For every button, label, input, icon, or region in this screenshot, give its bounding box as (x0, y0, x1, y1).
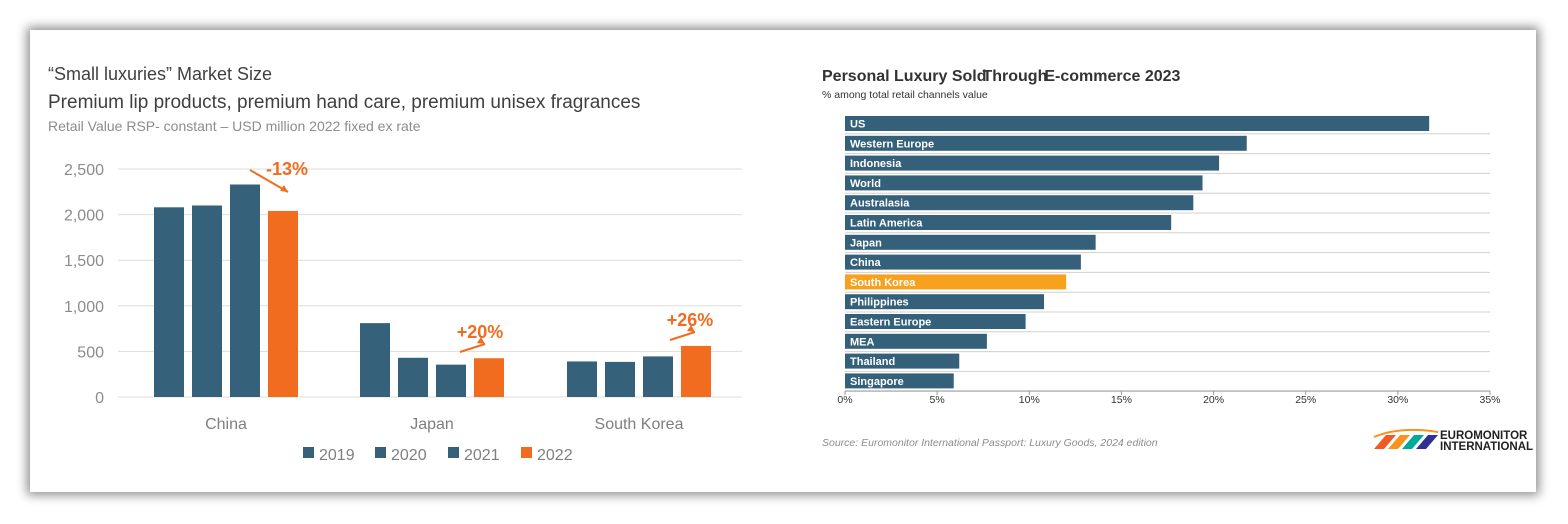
bar-china (845, 254, 1081, 270)
bar-category-label: World (850, 178, 881, 190)
right-chart: US Western Europe Indonesia World Australasi… (837, 116, 1501, 406)
image-frame: “Small luxuries” Market Size Premium lip… (30, 30, 1536, 492)
annotation-arrow-icon (669, 331, 696, 341)
logo-line1: EUROMONITOR (1440, 430, 1528, 442)
annotation-arrow-icon (459, 343, 486, 353)
bar-category-label: Australasia (850, 198, 910, 210)
x-tick-label: 35% (1479, 394, 1500, 406)
x-tick-label: 0% (837, 394, 852, 406)
bar-category-label: US (850, 119, 865, 131)
bar-2020 (398, 357, 428, 397)
source-note: Source: Euromonitor International Passpo… (822, 437, 1158, 449)
bar-category-label: MEA (850, 336, 875, 348)
bar-australasia (845, 195, 1194, 211)
bar-us (845, 116, 1430, 131)
x-tick-label: 30% (1387, 394, 1408, 406)
y-tick-label: 0 (95, 390, 104, 407)
left-chart-note: Retail Value RSP- constant – USD million… (48, 118, 421, 134)
bar-philippines (845, 294, 1045, 310)
bar-2019 (154, 207, 184, 397)
x-tick-label: 5% (930, 394, 945, 406)
bar-category-label: Indonesia (850, 158, 902, 170)
x-tick-label: 15% (1111, 394, 1132, 406)
charts-canvas: “Small luxuries” Market Size Premium lip… (48, 64, 1533, 464)
right-chart-title-part1: Personal Luxury Sold (822, 68, 986, 85)
bar-japan (845, 234, 1096, 250)
bar-category-label: Japan (850, 237, 882, 249)
left-chart-title: “Small luxuries” Market Size (48, 64, 272, 84)
y-tick-label: 2,000 (64, 208, 104, 225)
bar-category-label: South Korea (850, 277, 916, 289)
arrow-head-icon (280, 185, 288, 192)
right-chart-title-part3: E-commerce 2023 (1044, 68, 1180, 85)
left-chart: 0 500 1,000 1,500 2,000 2,500 China Japan South … (64, 159, 742, 464)
euromonitor-logo: EUROMONITOR INTERNATIONAL (1373, 428, 1533, 453)
logo-line2: INTERNATIONAL (1440, 441, 1533, 453)
bar-category-label: Western Europe (850, 138, 934, 150)
growth-annotation: +26% (667, 310, 714, 330)
bar-2020 (605, 361, 635, 397)
bar-singapore (845, 373, 954, 389)
legend-swatch (375, 447, 386, 458)
logo-mark-icon (1373, 428, 1439, 449)
bar-eastern-europe (845, 314, 1026, 329)
bar-western-europe (845, 135, 1247, 151)
bar-2021 (436, 364, 466, 397)
legend-swatch (448, 447, 459, 458)
bar-mea (845, 333, 987, 349)
bar-category-label: Eastern Europe (850, 317, 931, 329)
growth-annotation: -13% (266, 159, 308, 179)
bar-category-label: Thailand (850, 356, 895, 368)
y-tick-label: 2,500 (64, 162, 104, 179)
bar-category-label: Latin America (850, 218, 923, 230)
y-tick-label: 1,000 (64, 299, 104, 316)
bar-2021 (230, 184, 260, 397)
x-category-label: Japan (410, 416, 454, 433)
right-chart-title-part2: Through (982, 68, 1047, 85)
left-chart-subtitle: Premium lip products, premium hand care,… (48, 92, 640, 113)
bar-2020 (192, 205, 222, 397)
bar-category-label: Singapore (850, 376, 904, 388)
arrow-head-icon (477, 337, 485, 344)
bar-world (845, 175, 1203, 191)
x-tick-label: 25% (1295, 394, 1316, 406)
bar-2022 (474, 358, 504, 397)
bar-thailand (845, 353, 960, 369)
x-category-label: South Korea (595, 416, 684, 433)
y-tick-label: 500 (77, 344, 104, 361)
bar-latin-america (845, 215, 1172, 230)
growth-annotation: +20% (457, 322, 504, 342)
bar-2021 (643, 356, 673, 397)
legend-swatch (303, 447, 314, 458)
bar-indonesia (845, 155, 1220, 171)
legend-label: 2020 (391, 447, 427, 464)
right-chart-title: Personal Luxury SoldThroughE-commerce 20… (822, 68, 1181, 85)
x-tick-label: 10% (1019, 394, 1040, 406)
y-tick-label: 1,500 (64, 253, 104, 270)
bar-category-label: Philippines (850, 297, 909, 309)
right-chart-subtitle: % among total retail channels value (822, 89, 988, 101)
bar-2022 (268, 210, 298, 397)
bar-category-label: China (850, 257, 881, 269)
x-tick-label: 20% (1203, 394, 1224, 406)
arrow-head-icon (687, 325, 695, 332)
annotation-arrow-icon (249, 169, 289, 193)
bar-2019 (567, 361, 597, 397)
bar-2022 (681, 345, 711, 397)
legend-label: 2021 (464, 447, 500, 464)
x-category-label: China (205, 416, 247, 433)
legend-swatch (521, 447, 532, 458)
legend-label: 2019 (319, 447, 355, 464)
bar-south-korea (845, 274, 1067, 290)
legend-label: 2022 (537, 447, 573, 464)
bar-2019 (360, 323, 390, 397)
